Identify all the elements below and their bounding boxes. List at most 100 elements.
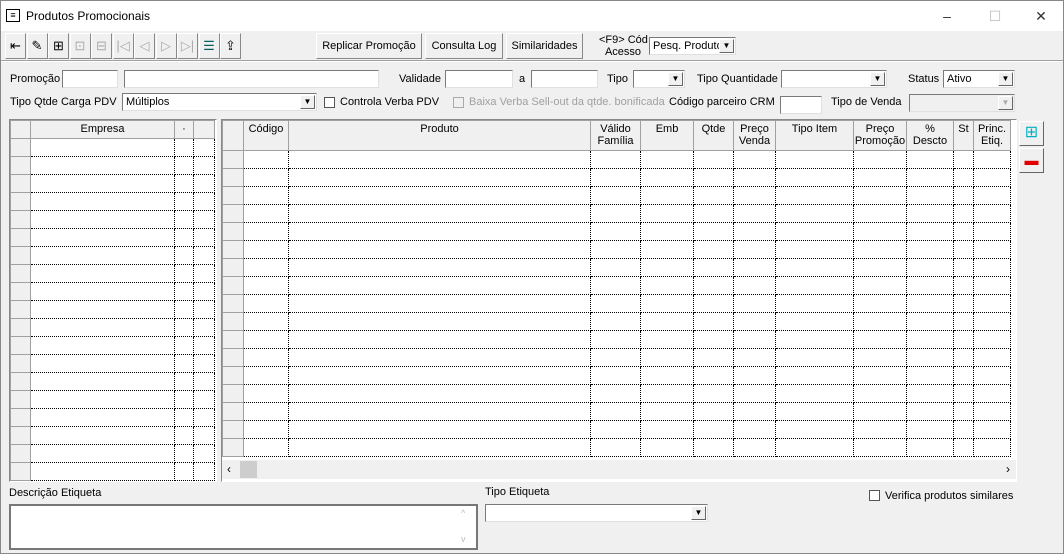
table-cell[interactable] bbox=[30, 228, 175, 247]
table-cell[interactable] bbox=[288, 330, 591, 349]
table-row[interactable] bbox=[222, 366, 1011, 385]
column-header[interactable]: Produto bbox=[288, 120, 591, 151]
row-indicator[interactable] bbox=[10, 444, 31, 463]
table-cell[interactable] bbox=[953, 222, 974, 241]
table-cell[interactable] bbox=[953, 330, 974, 349]
table-cell[interactable] bbox=[193, 282, 215, 301]
table-row[interactable] bbox=[10, 192, 215, 211]
row-indicator[interactable] bbox=[10, 300, 31, 319]
table-cell[interactable] bbox=[243, 168, 289, 187]
table-cell[interactable] bbox=[174, 282, 194, 301]
table-row[interactable] bbox=[222, 240, 1011, 259]
table-cell[interactable] bbox=[973, 384, 1011, 403]
table-cell[interactable] bbox=[733, 258, 776, 277]
table-cell[interactable] bbox=[733, 438, 776, 457]
table-cell[interactable] bbox=[174, 228, 194, 247]
table-row[interactable] bbox=[222, 258, 1011, 277]
row-indicator[interactable] bbox=[222, 258, 244, 277]
table-cell[interactable] bbox=[640, 348, 694, 367]
table-cell[interactable] bbox=[693, 204, 734, 223]
column-header[interactable]: Princ. Etiq. bbox=[973, 120, 1011, 151]
table-row[interactable] bbox=[10, 138, 215, 157]
baixa-verba-checkbox[interactable] bbox=[453, 97, 464, 108]
table-cell[interactable] bbox=[973, 330, 1011, 349]
table-cell[interactable] bbox=[906, 402, 954, 421]
table-cell[interactable] bbox=[174, 426, 194, 445]
table-cell[interactable] bbox=[953, 420, 974, 439]
table-cell[interactable] bbox=[853, 276, 907, 295]
table-cell[interactable] bbox=[243, 402, 289, 421]
table-cell[interactable] bbox=[733, 240, 776, 259]
table-cell[interactable] bbox=[193, 390, 215, 409]
similaridades-button[interactable]: Similaridades bbox=[506, 33, 583, 59]
maximize-button[interactable]: ☐ bbox=[988, 8, 1002, 24]
table-cell[interactable] bbox=[174, 318, 194, 337]
column-header[interactable]: Emb bbox=[640, 120, 694, 151]
add-record-button[interactable]: ⊞ bbox=[48, 33, 69, 59]
table-cell[interactable] bbox=[775, 150, 854, 169]
scroll-thumb[interactable] bbox=[240, 461, 257, 478]
table-row[interactable] bbox=[10, 372, 215, 391]
table-row[interactable] bbox=[10, 282, 215, 301]
table-cell[interactable] bbox=[243, 330, 289, 349]
table-cell[interactable] bbox=[733, 384, 776, 403]
table-cell[interactable] bbox=[640, 366, 694, 385]
table-cell[interactable] bbox=[193, 228, 215, 247]
table-cell[interactable] bbox=[288, 240, 591, 259]
promocao-desc-input[interactable] bbox=[124, 70, 379, 88]
table-cell[interactable] bbox=[853, 168, 907, 187]
table-cell[interactable] bbox=[953, 312, 974, 331]
row-indicator[interactable] bbox=[222, 402, 244, 421]
table-cell[interactable] bbox=[853, 438, 907, 457]
table-cell[interactable] bbox=[775, 420, 854, 439]
table-cell[interactable] bbox=[193, 444, 215, 463]
table-cell[interactable] bbox=[733, 222, 776, 241]
table-cell[interactable] bbox=[30, 372, 175, 391]
table-row[interactable] bbox=[222, 438, 1011, 457]
table-cell[interactable] bbox=[174, 444, 194, 463]
table-cell[interactable] bbox=[640, 330, 694, 349]
next-record-button[interactable]: ▷ bbox=[155, 33, 177, 59]
table-cell[interactable] bbox=[640, 312, 694, 331]
column-header[interactable]: Válido Família bbox=[590, 120, 641, 151]
table-cell[interactable] bbox=[193, 300, 215, 319]
table-cell[interactable] bbox=[775, 348, 854, 367]
table-cell[interactable] bbox=[973, 312, 1011, 331]
table-row[interactable] bbox=[222, 402, 1011, 421]
scroll-right-icon[interactable]: › bbox=[1006, 462, 1010, 476]
row-indicator[interactable] bbox=[222, 150, 244, 169]
table-cell[interactable] bbox=[693, 168, 734, 187]
table-row[interactable] bbox=[222, 384, 1011, 403]
table-cell[interactable] bbox=[243, 240, 289, 259]
row-indicator[interactable] bbox=[222, 438, 244, 457]
first-record-button[interactable]: |◁ bbox=[112, 33, 134, 59]
table-cell[interactable] bbox=[733, 402, 776, 421]
table-cell[interactable] bbox=[953, 348, 974, 367]
table-cell[interactable] bbox=[288, 222, 591, 241]
table-cell[interactable] bbox=[693, 150, 734, 169]
row-indicator[interactable] bbox=[10, 264, 31, 283]
table-cell[interactable] bbox=[853, 222, 907, 241]
table-cell[interactable] bbox=[953, 276, 974, 295]
table-row[interactable] bbox=[10, 174, 215, 193]
table-cell[interactable] bbox=[693, 186, 734, 205]
table-cell[interactable] bbox=[953, 402, 974, 421]
row-indicator[interactable] bbox=[10, 246, 31, 265]
table-row[interactable] bbox=[10, 318, 215, 337]
table-cell[interactable] bbox=[30, 174, 175, 193]
table-cell[interactable] bbox=[243, 366, 289, 385]
table-cell[interactable] bbox=[30, 282, 175, 301]
table-cell[interactable] bbox=[906, 438, 954, 457]
column-header[interactable]: Empresa bbox=[30, 120, 175, 139]
table-row[interactable] bbox=[10, 354, 215, 373]
controla-verba-checkbox[interactable] bbox=[324, 97, 335, 108]
table-cell[interactable] bbox=[973, 186, 1011, 205]
table-cell[interactable] bbox=[953, 384, 974, 403]
table-cell[interactable] bbox=[174, 246, 194, 265]
export-button[interactable]: ⇪ bbox=[220, 33, 241, 59]
table-cell[interactable] bbox=[853, 402, 907, 421]
verifica-similares-checkbox[interactable] bbox=[869, 490, 880, 501]
row-indicator[interactable] bbox=[10, 138, 31, 157]
column-header[interactable]: Tipo Item bbox=[775, 120, 854, 151]
table-cell[interactable] bbox=[193, 408, 215, 427]
